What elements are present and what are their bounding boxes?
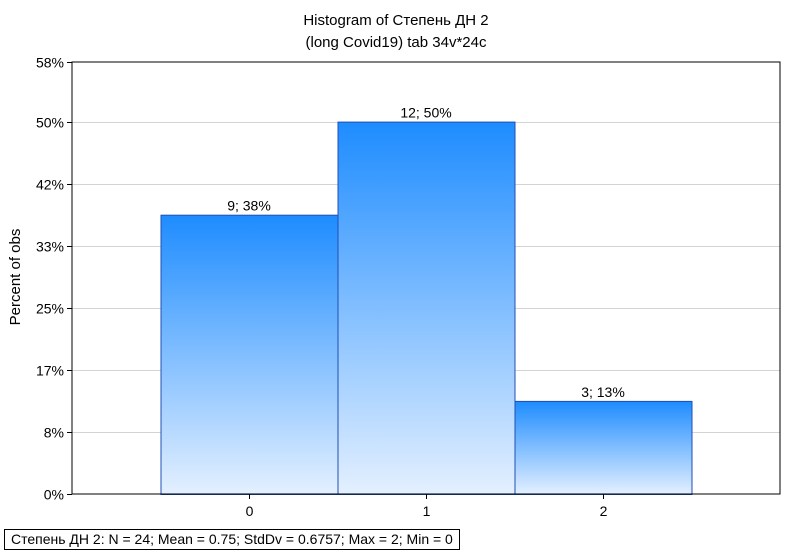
statistics-summary-box: Степень ДН 2: N = 24; Mean = 0.75; StdDv… (4, 529, 460, 550)
y-tick-label: 17% (36, 363, 64, 379)
y-tick-label: 33% (36, 239, 64, 255)
histogram-bar (337, 121, 516, 495)
chart-subtitle: (long Covid19) tab 34v*24c (306, 34, 487, 51)
y-tick-label: 58% (36, 55, 64, 71)
y-tick-label: 50% (36, 115, 64, 131)
x-tick-label: 0 (246, 503, 254, 519)
y-tick-label: 0% (44, 487, 64, 503)
bar-data-label: 12; 50% (400, 105, 451, 121)
x-tick-label: 1 (423, 503, 431, 519)
statistics-summary-text: Степень ДН 2: N = 24; Mean = 0.75; StdDv… (11, 531, 453, 547)
chart-title: Histogram of Степень ДН 2 (303, 12, 488, 29)
axis-layer: 0% 8% 17% 25% 33% 42% 50% 58% 0 1 2 (36, 55, 608, 520)
bar-layer (160, 121, 693, 495)
bar-data-label: 9; 38% (227, 198, 271, 214)
y-tick-label: 8% (44, 425, 64, 441)
y-axis-label: Percent of obs (7, 229, 24, 326)
histogram-bar (514, 400, 693, 495)
bar-data-label: 3; 13% (581, 384, 625, 400)
x-tick-label: 2 (600, 503, 608, 519)
y-tick-label: 25% (36, 301, 64, 317)
data-label-layer: 9; 38% 12; 50% 3; 13% (227, 105, 625, 400)
histogram-bar (160, 214, 339, 495)
y-tick-label: 42% (36, 177, 64, 193)
